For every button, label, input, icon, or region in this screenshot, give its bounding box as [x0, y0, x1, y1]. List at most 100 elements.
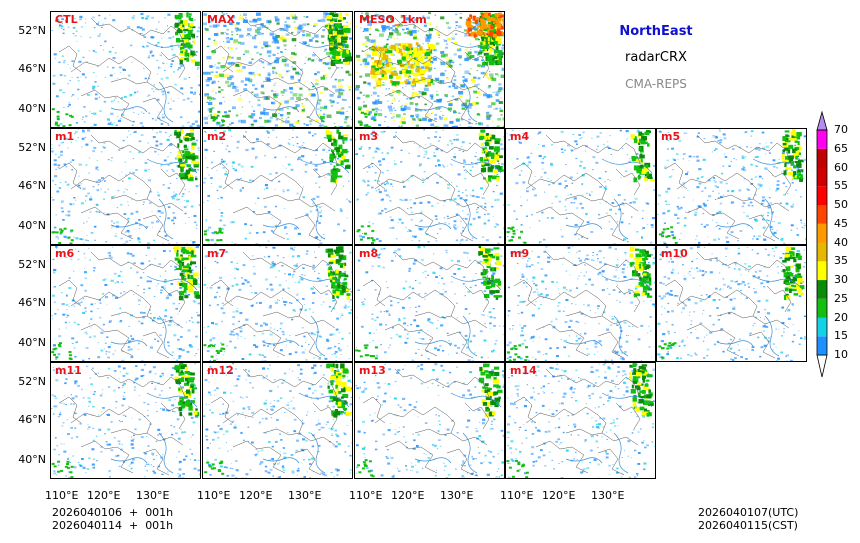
echo-cell	[131, 124, 134, 126]
echo-cell	[343, 306, 347, 309]
province-boundary	[696, 134, 792, 164]
echo-cell	[119, 118, 122, 119]
echo-cell	[101, 177, 104, 180]
echo-cell	[367, 180, 370, 182]
echo-cell	[130, 267, 132, 269]
echo-cell	[164, 279, 167, 281]
echo-cell	[267, 44, 271, 48]
echo-cell	[273, 95, 278, 99]
echo-cell	[338, 61, 343, 64]
echo-cell	[232, 316, 236, 319]
echo-cell	[487, 136, 491, 140]
echo-cell	[337, 349, 339, 351]
echo-cell	[157, 283, 160, 285]
echo-cell	[802, 178, 805, 180]
echo-cell	[272, 129, 275, 132]
echo-cell	[337, 79, 342, 82]
echo-cell	[190, 132, 194, 136]
echo-cell	[168, 250, 171, 252]
echo-cell	[235, 310, 239, 313]
echo-cell	[297, 26, 302, 30]
echo-cell	[423, 171, 426, 173]
echo-cell	[790, 131, 794, 136]
echo-cell	[301, 155, 305, 158]
echo-cell	[121, 359, 125, 361]
echo-cell	[506, 133, 508, 135]
echo-cell	[500, 25, 504, 29]
echo-cell	[498, 162, 500, 164]
echo-cell	[282, 94, 284, 96]
echo-cell	[564, 205, 567, 208]
echo-cell	[86, 221, 88, 223]
echo-cell	[446, 65, 450, 68]
echo-cell	[314, 73, 316, 75]
echo-cell	[269, 173, 272, 175]
echo-cell	[191, 250, 194, 255]
echo-cell	[470, 55, 475, 58]
echo-cell	[183, 148, 189, 151]
echo-cell	[487, 86, 491, 89]
echo-cell	[186, 263, 190, 267]
echo-cell	[573, 149, 576, 151]
echo-cell	[472, 22, 475, 24]
echo-cell	[253, 119, 258, 123]
echo-cell	[90, 126, 94, 127]
echo-cell	[419, 119, 422, 122]
echo-cell	[221, 12, 224, 14]
echo-cell	[151, 221, 154, 224]
echo-cell	[390, 27, 393, 29]
echo-cell	[286, 16, 291, 20]
echo-cell	[629, 158, 631, 160]
echo-cell	[466, 22, 472, 27]
echo-cell	[116, 221, 119, 224]
echo-cell	[319, 354, 322, 356]
echo-cell	[385, 43, 389, 46]
echo-cell	[88, 322, 90, 324]
echo-cell	[358, 108, 362, 111]
echo-cell	[471, 195, 475, 198]
echo-cell	[340, 354, 342, 355]
echo-cell	[251, 255, 254, 257]
echo-cell	[455, 239, 459, 242]
echo-cell	[188, 256, 192, 261]
echo-cell	[316, 71, 320, 74]
echo-cell	[442, 114, 444, 117]
echo-cell	[405, 79, 410, 82]
echo-cell	[283, 27, 289, 31]
echo-cell	[526, 215, 529, 217]
echo-cell	[285, 120, 290, 124]
echo-cell	[340, 160, 344, 166]
echo-cell	[106, 304, 108, 306]
echo-cell	[254, 87, 258, 90]
echo-cell	[308, 344, 310, 346]
echo-cell	[730, 201, 734, 204]
echo-cell	[292, 61, 297, 64]
echo-cell	[317, 19, 321, 22]
echo-cell	[186, 57, 190, 62]
echo-cell	[715, 225, 718, 227]
echo-cell	[482, 32, 487, 36]
echo-cell	[358, 121, 362, 124]
echo-cell	[436, 93, 439, 96]
echo-cell	[413, 25, 416, 27]
echo-cell	[293, 82, 297, 85]
echo-cell	[203, 202, 205, 203]
echo-cell	[336, 282, 341, 285]
echo-cell	[93, 112, 97, 115]
echo-cell	[343, 159, 350, 163]
echo-cell	[114, 235, 117, 237]
echo-cell	[143, 112, 145, 114]
echo-cell	[372, 156, 375, 159]
echo-cell	[443, 124, 449, 127]
echo-cell	[284, 301, 288, 303]
echo-cell	[641, 237, 644, 239]
echo-cell	[278, 74, 282, 77]
echo-cell	[78, 163, 82, 166]
echo-cell	[283, 304, 286, 306]
echo-cell	[641, 236, 643, 237]
echo-cell	[159, 318, 161, 320]
echo-cell	[414, 108, 419, 112]
echo-cell	[62, 141, 64, 143]
echo-cell	[427, 201, 431, 204]
echo-cell	[70, 229, 74, 232]
